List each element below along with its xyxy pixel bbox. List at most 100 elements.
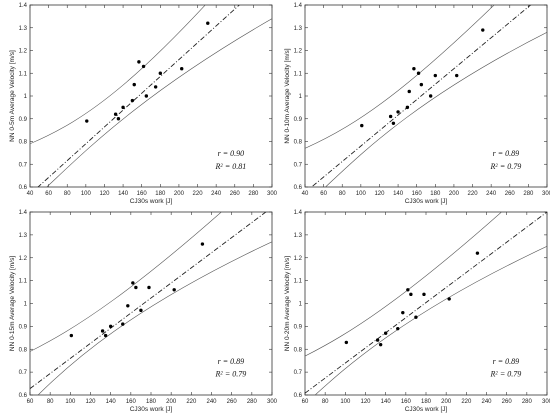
data-point [132,82,136,87]
data-point [419,82,424,87]
regression-line [37,5,240,187]
y-tick-label: 1.2 [294,49,303,55]
x-tick-label: 80 [322,399,329,405]
data-point [206,21,210,25]
data-point [405,105,410,110]
x-tick-label: 160 [401,399,412,405]
y-tick-label: 0.9 [294,324,303,330]
x-tick-label: 100 [340,399,351,405]
x-tick-label: 240 [211,191,222,197]
y-axis-label: NN 0-5m Average Velocity [m/s] [9,50,16,142]
x-axis-label: CJ30s work [J] [405,198,448,205]
data-point [416,71,421,75]
x-tick-label: 260 [502,399,513,405]
confidence-band-upper [305,5,495,149]
data-point [388,114,393,119]
x-tick-label: 60 [45,191,52,197]
data-point [121,322,125,326]
confidence-band-lower [37,241,272,395]
plot-lines [305,5,547,187]
x-tick-label: 180 [421,399,432,405]
y-tick-label: 1.4 [294,210,303,216]
x-tick-label: 60 [320,191,327,197]
x-tick-label: 160 [126,399,137,405]
y-tick-label: 1.2 [294,256,303,262]
data-point [113,112,118,116]
confidence-band-upper [30,212,222,352]
x-tick-label: 260 [230,191,241,197]
y-tick-label: 1.4 [19,210,28,216]
x-tick-label: 200 [166,399,177,405]
y-tick-label: 1.3 [294,26,303,32]
y-tick-label: 0.7 [19,162,28,168]
data-point [134,285,138,290]
x-tick-label: 220 [186,399,197,405]
plot-frame [304,4,548,188]
y-axis-label: NN 0-20m Average Velocity [m/s] [284,256,291,351]
data-point [414,315,418,319]
x-axis-label: CJ30s work [J] [130,198,173,205]
data-point [121,105,125,110]
data-point [85,119,89,123]
x-tick-label: 260 [227,399,238,405]
x-tick-label: 140 [393,191,404,197]
regression-line [305,212,547,394]
y-tick-label: 0.8 [294,347,303,353]
plot-lines [30,212,272,395]
plot-lines [305,212,547,395]
y-tick-label: 0.6 [294,393,303,399]
y-tick-label: 1.4 [19,3,28,9]
y-tick-label: 1.1 [19,71,28,77]
r-value-label: r = 0.89 [218,357,245,366]
y-tick-label: 0.6 [294,185,303,191]
data-point [158,71,163,75]
y-tick-label: 0.8 [19,347,28,353]
confidence-band-lower [314,246,547,395]
x-tick-label: 80 [339,191,346,197]
data-point [141,64,146,69]
data-point [422,292,426,297]
x-tick-label: 120 [360,399,371,405]
confidence-band-lower [325,32,547,187]
data-point [455,73,459,78]
y-tick-label: 1 [299,94,303,100]
data-point [147,285,151,290]
data-point [481,28,485,32]
y-tick-label: 0.6 [19,185,28,191]
chart-panel-4: 60 80 100 120 140 160 180 200 220 240 260 280 300 0.6… [284,210,550,413]
data-point [412,67,416,71]
x-tick-label: 200 [441,399,452,405]
data-point [144,94,149,98]
x-tick-label: 180 [430,191,441,197]
plot-frame [29,211,273,396]
data-point [116,117,121,121]
x-axis-label: CJ30s work [J] [405,406,448,413]
x-tick-label: 300 [267,191,278,197]
data-point [447,297,451,301]
data-point [126,304,130,308]
plot-frame [304,211,548,396]
x-tick-label: 60 [302,399,309,405]
r-squared-label: R2 = 0.79 [489,162,521,171]
plot-frame [29,4,273,188]
x-tick-label: 40 [27,191,34,197]
x-tick-label: 160 [412,191,423,197]
x-tick-label: 140 [118,191,129,197]
y-tick-label: 1 [24,94,28,100]
x-tick-label: 280 [248,191,259,197]
x-tick-label: 240 [486,191,497,197]
data-point [406,288,410,292]
y-axis-label: NN 0-15m Average Velocity [m/s] [9,256,16,351]
regression-line [30,212,267,389]
y-tick-label: 1 [24,302,28,308]
x-tick-label: 220 [193,191,204,197]
r-squared-label: R2 = 0.81 [214,162,246,171]
data-point [108,324,113,329]
y-tick-label: 0.8 [294,140,303,146]
data-point [103,333,108,338]
data-point [433,73,438,78]
y-tick-label: 0.7 [294,370,303,376]
confidence-band-upper [30,5,206,145]
data-point [409,292,413,297]
